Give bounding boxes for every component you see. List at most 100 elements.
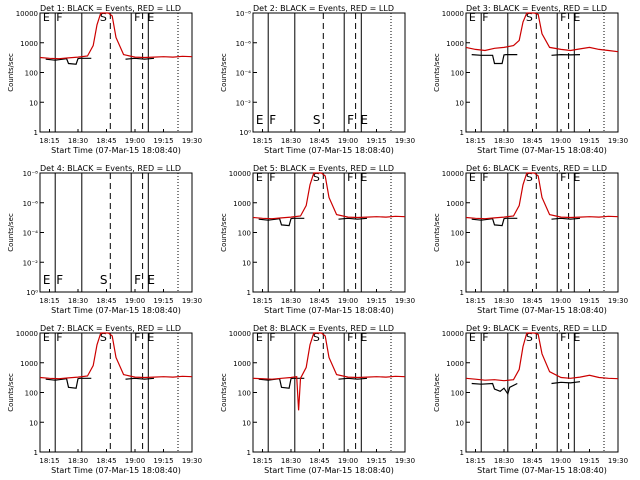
x-axis-label: Start Time (07-Mar-15 18:08:40) [477,146,607,155]
panel-title: Det 8: BLACK = Events, RED = LLD [253,324,394,333]
region-letter: E [360,171,367,184]
region-letter: F [482,11,488,24]
panel-det-4: Det 4: BLACK = Events, RED = LLD 18:15 18:… [7,164,202,315]
plot-frame [252,172,406,293]
panel-det-5: Det 5: BLACK = Events, RED = LLD 18:15 18:… [220,164,415,315]
y-tick-label: 100 [451,230,464,238]
y-tick-label: 1000 [446,360,464,368]
y-tick-label: 10 [242,259,251,267]
region-letter: E [147,331,154,344]
y-axis-label: Counts/sec [220,373,228,412]
y-tick-label: 10⁻⁴ [236,70,252,78]
y-axis-label: Counts/sec [433,373,441,412]
y-tick-label: 10000 [229,170,251,178]
y-tick-label: 100 [238,390,251,398]
panel-det-8: Det 8: BLACK = Events, RED = LLD 18:15 18:… [220,324,415,475]
x-tick-label: 18:15 [39,457,59,465]
y-tick-label: 10000 [229,330,251,338]
panel-title: Det 4: BLACK = Events, RED = LLD [40,164,181,173]
region-letter: S [526,11,533,24]
y-axis-label: Counts/sec [220,53,228,92]
x-axis-label: Start Time (07-Mar-15 18:08:40) [264,306,394,315]
region-letter: E [147,11,154,24]
region-letter: S [313,331,320,344]
plot-frame [252,332,406,453]
region-letter: E [573,171,580,184]
y-tick-label: 1000 [446,40,464,48]
x-tick-label: 19:30 [182,457,202,465]
region-letter: E [256,113,264,127]
x-tick-label: 18:45 [309,297,329,305]
panel-title: Det 6: BLACK = Events, RED = LLD [466,164,607,173]
y-tick-label: 10 [455,259,464,267]
x-tick-label: 19:30 [395,297,415,305]
x-tick-label: 18:30 [494,297,514,305]
x-tick-label: 19:30 [608,137,628,145]
x-tick-label: 18:15 [252,457,272,465]
x-tick-label: 18:30 [68,297,88,305]
x-tick-label: 18:30 [494,457,514,465]
x-tick-label: 19:15 [153,297,173,305]
panel-det-1: Det 1: BLACK = Events, RED = LLD 18:15 18:… [7,4,202,155]
y-tick-label: 10⁰ [26,289,38,297]
x-tick-label: 18:15 [252,297,272,305]
lld-series-line [39,12,193,60]
lld-series-line [252,172,406,220]
x-tick-label: 18:30 [68,457,88,465]
x-tick-label: 18:30 [281,137,301,145]
panel-title: Det 9: BLACK = Events, RED = LLD [466,324,607,333]
x-tick-label: 18:45 [522,457,542,465]
events-series-line [45,377,155,389]
y-tick-label: 1 [34,129,38,137]
x-tick-label: 19:15 [366,137,386,145]
x-tick-label: 18:15 [39,297,59,305]
x-tick-label: 18:30 [281,297,301,305]
region-letter: E [256,331,263,344]
region-letter: E [43,11,50,24]
x-tick-label: 19:00 [551,137,571,145]
x-tick-label: 18:45 [309,457,329,465]
region-letter: S [526,171,533,184]
y-tick-label: 1000 [233,200,251,208]
x-tick-label: 19:15 [579,137,599,145]
x-axis-label: Start Time (07-Mar-15 18:08:40) [264,146,394,155]
region-letter: F [482,331,488,344]
y-tick-label: 1000 [20,360,38,368]
region-letter: E [147,273,155,287]
x-tick-label: 18:15 [465,457,485,465]
x-tick-label: 18:45 [96,137,116,145]
y-tick-label: 10⁰ [239,129,251,137]
region-letter: F [134,331,140,344]
y-tick-label: 10 [29,99,38,107]
panel-title: Det 3: BLACK = Events, RED = LLD [466,4,607,13]
region-letter: F [269,331,275,344]
x-tick-label: 19:00 [338,297,358,305]
y-tick-label: 1 [460,449,464,457]
panel-title: Det 2: BLACK = Events, RED = LLD [253,4,394,13]
x-tick-label: 18:45 [96,457,116,465]
x-tick-label: 19:30 [182,297,202,305]
lld-series-line [465,332,619,382]
region-letter: E [469,171,476,184]
plot-frame [465,172,619,293]
x-tick-label: 19:15 [579,457,599,465]
y-tick-label: 10 [29,419,38,427]
y-tick-label: 100 [238,230,251,238]
region-letter: E [43,273,51,287]
y-axis-label: Counts/sec [7,53,15,92]
panel-title: Det 7: BLACK = Events, RED = LLD [40,324,181,333]
y-tick-label: 100 [25,390,38,398]
x-tick-label: 19:15 [153,137,173,145]
y-axis-label: Counts/sec [433,213,441,252]
panel-det-7: Det 7: BLACK = Events, RED = LLD 18:15 18:… [7,324,202,475]
region-letter: S [100,273,108,287]
x-axis-label: Start Time (07-Mar-15 18:08:40) [51,146,181,155]
region-letter: F [269,171,275,184]
y-tick-label: 100 [451,70,464,78]
region-letter: S [100,11,107,24]
x-tick-label: 19:30 [608,297,628,305]
region-letter: F [560,11,566,24]
panel-det-6: Det 6: BLACK = Events, RED = LLD 18:15 18:… [433,164,628,315]
y-tick-label: 1 [247,289,251,297]
x-tick-label: 19:00 [125,137,145,145]
